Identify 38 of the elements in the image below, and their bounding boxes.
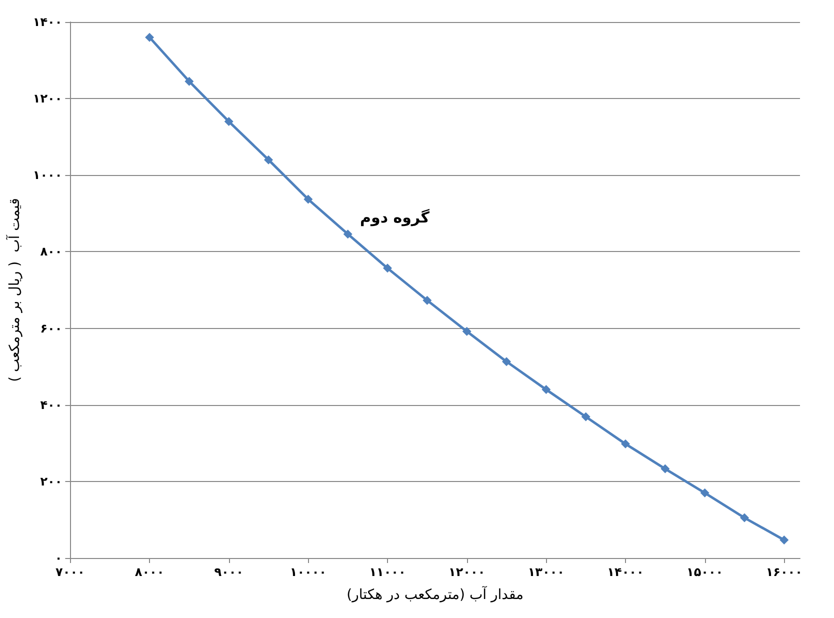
y-tick-label: ۲۰۰: [40, 474, 62, 488]
x-tick-label: ۹۰۰۰: [214, 565, 244, 579]
point: [502, 357, 511, 366]
point: [224, 117, 234, 126]
x-axis-title: مقدار آب (مترمکعب در هکتار): [346, 585, 524, 603]
point: [304, 194, 313, 204]
point: [462, 326, 472, 336]
point: [542, 385, 551, 394]
point: [620, 439, 630, 448]
x-tick-label: ۱۲۰۰۰: [448, 565, 486, 579]
point: [343, 230, 352, 239]
point: [264, 155, 274, 164]
x-tick-label: ۱۱۰۰۰: [369, 565, 406, 579]
point: [660, 464, 670, 474]
x-tick-label: ۱۴۰۰۰: [607, 565, 644, 579]
point: [740, 513, 749, 522]
point: [145, 32, 154, 42]
point: [700, 488, 710, 498]
y-tick-label: ۱۲۰۰: [32, 92, 62, 106]
y-tick-label: ۴۰۰: [40, 398, 62, 412]
x-tick-label: ۱۳۰۰۰: [528, 565, 564, 579]
point: [184, 76, 194, 86]
y-tick-label: ۱۰۰۰: [32, 168, 62, 182]
y-tick-label: ۰: [54, 551, 62, 565]
x-tick-label: ۷۰۰۰: [56, 565, 85, 579]
point: [581, 412, 590, 422]
y-tick-label: ۶۰۰: [40, 321, 62, 336]
point: [422, 296, 432, 305]
x-tick-label: ۱۶۰۰۰: [766, 565, 802, 579]
x-tick-label: ۱۵۰۰۰: [686, 565, 724, 579]
y-tick-label: ۸۰۰: [40, 244, 62, 259]
y-tick-label: ۱۴۰۰: [32, 15, 62, 29]
x-tick-label: ۱۰۰۰۰: [290, 565, 326, 579]
x-tick-label: ۸۰۰۰: [134, 565, 164, 579]
point: [780, 536, 789, 545]
annotation: گروه دوم: [360, 208, 430, 226]
y-axis-title: قیمت آب ( ریال بر مترمکعب ): [5, 198, 23, 382]
point: [383, 264, 392, 273]
